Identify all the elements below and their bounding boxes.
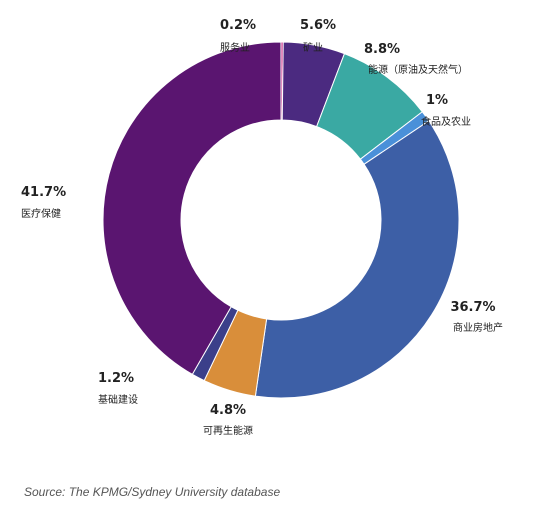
donut-slice-7 xyxy=(102,41,282,376)
donut-slice-4 xyxy=(254,120,460,399)
label-infrastructure: 1.2% 基础建设 xyxy=(98,371,138,406)
label-renewable-energy-value: 4.8% xyxy=(210,403,246,418)
label-energy-value: 8.8% xyxy=(364,42,400,57)
label-food-agriculture-value: 1% xyxy=(426,93,448,108)
label-services: 0.2% 服务业 xyxy=(220,18,256,54)
source-note: Source: The KPMG/Sydney University datab… xyxy=(24,485,281,499)
label-services-name: 服务业 xyxy=(220,41,250,54)
label-mining-value: 5.6% xyxy=(300,18,336,33)
donut-slices xyxy=(102,41,460,399)
label-commercial-real-estate: 36.7% 商业房地产 xyxy=(450,300,503,334)
label-healthcare-value: 41.7% xyxy=(21,185,66,200)
label-energy-name: 能源（原油及天然气） xyxy=(368,63,468,76)
label-services-value: 0.2% xyxy=(220,18,256,33)
label-energy: 8.8% 能源（原油及天然气） xyxy=(364,42,468,76)
donut-chart: 0.2% 服务业 5.6% 矿业 8.8% 能源（原油及天然气） 1% 食品及农… xyxy=(21,18,503,437)
label-healthcare-name: 医疗保健 xyxy=(21,207,61,220)
label-commercial-real-estate-name: 商业房地产 xyxy=(453,321,503,334)
label-healthcare: 41.7% 医疗保健 xyxy=(21,185,66,220)
label-infrastructure-value: 1.2% xyxy=(98,371,134,386)
label-mining-name: 矿业 xyxy=(303,41,323,54)
label-food-agriculture-name: 食品及农业 xyxy=(421,115,471,128)
label-renewable-energy-name: 可再生能源 xyxy=(203,424,253,437)
label-renewable-energy: 4.8% 可再生能源 xyxy=(203,403,253,437)
label-infrastructure-name: 基础建设 xyxy=(98,393,138,406)
label-mining: 5.6% 矿业 xyxy=(300,18,336,54)
label-food-agriculture: 1% 食品及农业 xyxy=(421,93,471,128)
label-commercial-real-estate-value: 36.7% xyxy=(450,300,495,315)
